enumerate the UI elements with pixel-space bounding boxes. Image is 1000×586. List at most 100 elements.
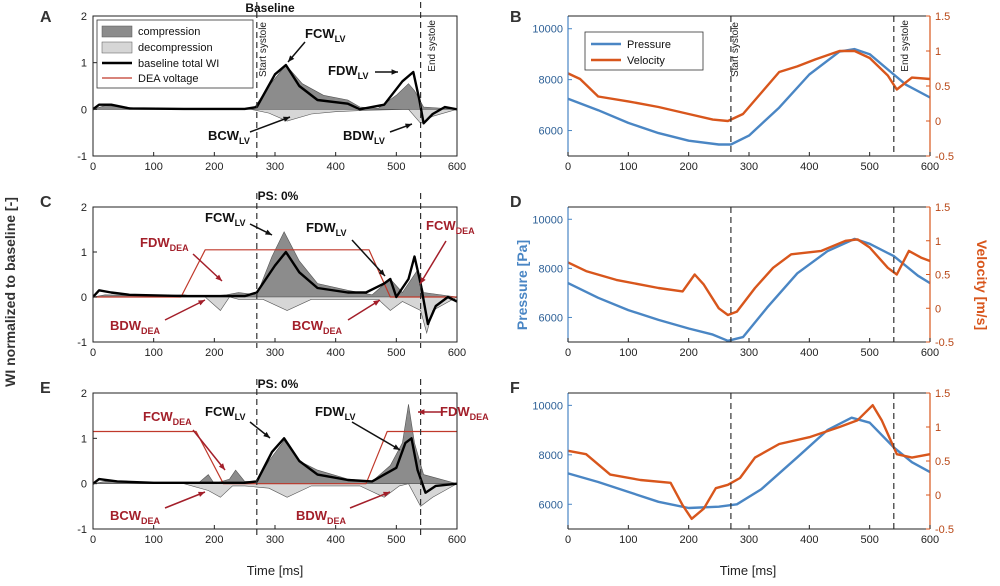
panel-c-plot-area	[93, 231, 457, 335]
panel-d-ytick-left-label: 8000	[539, 263, 563, 275]
panel-a-ytick-label: -1	[77, 151, 87, 163]
panel-d-xtick-label: 200	[679, 347, 697, 359]
start-systole-label-a: Start systole	[258, 22, 269, 77]
panel-e-title: PS: 0%	[258, 377, 299, 391]
panel-d-xtick-label: 0	[565, 347, 571, 359]
panel-a-ytick-label: 1	[81, 58, 87, 70]
legend-compression-swatch	[101, 25, 133, 38]
panel-e-xtick-label: 400	[326, 534, 344, 546]
panel-c-xtick-label: 600	[448, 347, 466, 359]
legend-left: compression decompression baseline total W…	[96, 19, 254, 89]
fcw-dea-arrow-c-head	[420, 277, 426, 284]
panel-a-plot-area	[93, 63, 457, 125]
panel-f-xtick-label: 400	[800, 534, 818, 546]
panel-c-letter: C	[40, 194, 52, 211]
fcw-lv-arrow-c-head	[265, 229, 272, 235]
legend-velocity-label: Velocity	[627, 55, 665, 67]
panel-b-xtick-label: 600	[921, 161, 939, 173]
panel-b-xtick-label: 200	[679, 161, 697, 173]
panel-f-xtick-label: 100	[619, 534, 637, 546]
panel-f-pressure-line	[567, 416, 931, 510]
fdw-dea-label-c: FDWDEA	[140, 235, 189, 253]
legend-decompression-swatch	[101, 41, 133, 54]
panel-b-xtick-label: 400	[800, 161, 818, 173]
fcw-dea-arrow-c-line	[419, 240, 447, 285]
bdw-dea-arrow-e-head	[383, 491, 390, 497]
bdw-dea-arrow-c-head	[198, 300, 205, 306]
panel-a-xtick-label: 300	[266, 161, 284, 173]
panel-d-ytick-right-label: -0.5	[935, 337, 954, 349]
panel-c-ytick-label: 1	[81, 247, 87, 259]
legend-right-box	[584, 31, 704, 71]
fdw-dea-arrow-e-head	[418, 409, 425, 415]
panel-c-ytick-label: 0	[81, 292, 87, 304]
panel-d-ytick-right-label: 1	[935, 236, 941, 248]
panel-a-xtick-label: 200	[205, 161, 223, 173]
panel-d-ytick-right-label: 0.5	[935, 270, 950, 282]
fdw-dea-label-e: FDWDEA	[440, 404, 489, 422]
panel-e-decompression-area	[93, 483, 457, 507]
bcw-dea-arrow-c-head	[373, 300, 380, 306]
panel-a-xtick-label: 0	[90, 161, 96, 173]
panel-d-ytick-left-label: 6000	[539, 312, 563, 324]
panel-d-ytick-right-label: 0	[935, 303, 941, 315]
panel-c-decompression-area	[93, 296, 457, 335]
panel-b-xtick-label: 500	[860, 161, 878, 173]
panel-a-xtick-label: 600	[448, 161, 466, 173]
panel-b-xtick-label: 0	[565, 161, 571, 173]
panel-f-xtick-label: 500	[860, 534, 878, 546]
fcw-dea-arrow-e-line	[192, 429, 226, 471]
bcw-dea-arrow-e-head	[198, 491, 205, 497]
panel-e-ytick-label: 2	[81, 388, 87, 400]
bdw-lv-label-a: BDWLV	[343, 128, 385, 146]
fcw-lv-arrow-a-head	[288, 55, 295, 62]
panel-e-total-wi-line	[93, 437, 457, 494]
bdw-dea-arrow-c-line	[164, 299, 206, 321]
fdw-lv-arrow-e-line	[351, 421, 401, 451]
fdw-dea-arrow-c-head	[215, 274, 222, 281]
legend-total-wi-label: baseline total WI	[138, 58, 219, 70]
panel-d-xtick-label: 100	[619, 347, 637, 359]
panel-e-ytick-label: 0	[81, 479, 87, 491]
legend-decompression-label: decompression	[138, 42, 213, 54]
panel-a-ytick-label: 2	[81, 11, 87, 23]
panel-f-ytick-right-label: 1	[935, 422, 941, 434]
panel-f-ytick-right-label: -0.5	[935, 524, 954, 536]
panel-c-xtick-label: 400	[326, 347, 344, 359]
fdw-lv-label-a: FDWLV	[328, 63, 368, 81]
panel-c-xtick-label: 100	[144, 347, 162, 359]
panel-e-xtick-label: 100	[144, 534, 162, 546]
panel-a-total-wi-line	[93, 63, 457, 125]
fcw-lv-label-e: FCWLV	[205, 404, 245, 422]
panel-b-ytick-left-label: 6000	[539, 126, 563, 138]
panel-e-xtick-label: 0	[90, 534, 96, 546]
panel-b-ytick-right-label: 1	[935, 46, 941, 58]
panel-b-velocity-line	[567, 49, 931, 123]
panel-b-ytick-right-label: 1.5	[935, 11, 950, 23]
ylabel-velocity: Velocity [m/s]	[974, 240, 990, 330]
panel-b-ytick-right-label: 0.5	[935, 81, 950, 93]
bcw-lv-label-a: BCWLV	[208, 128, 250, 146]
fcw-lv-label-a: FCWLV	[305, 26, 345, 44]
panel-d-ytick-right-label: 1.5	[935, 202, 950, 214]
fdw-lv-arrow-c-head	[378, 269, 385, 276]
fdw-lv-arrow-a-head	[391, 69, 398, 75]
panel-f-ytick-right-label: 0	[935, 490, 941, 502]
panel-d-velocity-line	[567, 238, 931, 317]
legend-right: Pressure Velocity	[584, 31, 704, 71]
bcw-dea-label-c: BCWDEA	[292, 318, 343, 336]
legend-pressure-label: Pressure	[627, 39, 671, 51]
panel-f-ytick-left-label: 8000	[539, 450, 563, 462]
panel-f-ytick-left-label: 6000	[539, 499, 563, 511]
panel-e-letter: E	[40, 380, 51, 397]
panel-c-dea-voltage-line	[93, 249, 457, 298]
panel-f-ytick-left-label: 10000	[532, 400, 563, 412]
panel-a-xtick-label: 400	[326, 161, 344, 173]
fdw-dea-arrow-c-line	[192, 253, 223, 282]
panel-a-decompression-area	[93, 108, 457, 124]
panel-b-ytick-left-label: 8000	[539, 75, 563, 87]
legend-compression-label: compression	[138, 26, 200, 38]
panel-f-xtick-label: 200	[679, 534, 697, 546]
panel-c-ytick-label: 2	[81, 202, 87, 214]
